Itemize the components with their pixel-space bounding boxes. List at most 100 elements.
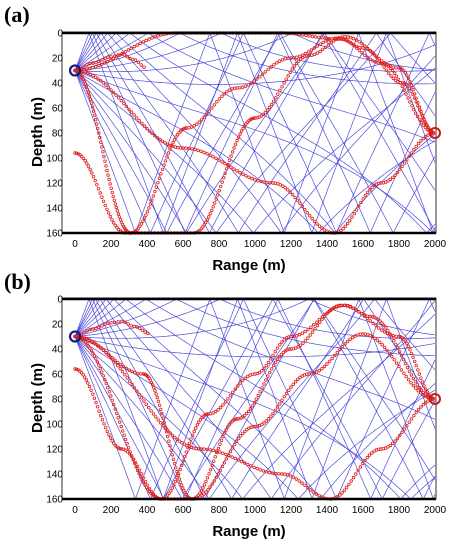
- eigenray-point: [383, 61, 387, 65]
- eigenray-point: [306, 50, 311, 54]
- eigenray-point: [396, 346, 400, 350]
- eigenray-point: [97, 325, 101, 330]
- y-tick-label: 20: [52, 54, 64, 65]
- eigenray-point: [81, 156, 86, 161]
- ray-path: [74, 298, 435, 357]
- eigenray-point: [414, 144, 418, 149]
- eigenray-point: [135, 468, 140, 473]
- eigenray-point: [386, 445, 390, 449]
- eigenray-point: [172, 461, 177, 466]
- eigenray-point: [103, 159, 107, 163]
- eigenray-point: [225, 90, 229, 94]
- eigenray-point: [196, 148, 200, 152]
- eigenray-point: [340, 35, 344, 39]
- eigenray-point: [414, 386, 418, 390]
- eigenray-point: [341, 226, 345, 231]
- eigenray-point: [119, 424, 123, 429]
- eigenray-point: [404, 92, 408, 96]
- eigenray-point: [310, 34, 315, 39]
- eigenray-point: [354, 472, 358, 476]
- eigenray-point: [351, 306, 355, 310]
- eigenray-point: [96, 77, 100, 81]
- eigenray-point: [221, 451, 225, 455]
- eigenray-point: [171, 457, 176, 461]
- eigenray-point: [292, 64, 297, 68]
- eigenray-point: [303, 339, 308, 343]
- eigenray-point: [116, 320, 120, 324]
- eigenray-point: [351, 36, 356, 41]
- eigenray-point: [81, 373, 85, 377]
- eigenray-point: [325, 311, 329, 316]
- ray-path: [74, 298, 436, 500]
- eigenray-point: [298, 54, 302, 58]
- eigenray-point: [386, 329, 390, 333]
- eigenray-point: [174, 135, 178, 139]
- eigenray-point: [102, 154, 106, 159]
- y-tick-label: 140: [46, 470, 63, 481]
- eigenray-point: [241, 431, 245, 436]
- eigenray-point: [411, 87, 415, 92]
- eigenray-point: [265, 180, 269, 185]
- eigenray-point: [412, 107, 416, 112]
- eigenray-point: [417, 385, 421, 390]
- eigenray-point: [360, 42, 364, 46]
- eigenray-point: [412, 96, 417, 100]
- eigenray-point: [270, 367, 274, 371]
- eigenray-point: [298, 375, 302, 380]
- eigenray-point: [147, 37, 151, 41]
- eigenray-point: [273, 408, 277, 412]
- eigenray-point: [139, 63, 143, 67]
- eigenray-point: [382, 323, 386, 327]
- eigenray-point: [103, 203, 107, 208]
- eigenray-point: [314, 492, 318, 496]
- eigenray-point: [103, 426, 108, 430]
- eigenray-point: [269, 102, 274, 107]
- eigenray-point: [159, 407, 163, 412]
- eigenray-point: [263, 110, 268, 115]
- eigenray-point: [407, 86, 412, 90]
- eigenray-point: [116, 96, 121, 100]
- eigenray-point: [142, 399, 146, 403]
- eigenray-point: [222, 92, 227, 96]
- eigenray-point: [358, 45, 362, 50]
- eigenray-point: [127, 107, 131, 111]
- eigenray-point: [409, 151, 414, 155]
- eigenray-point: [365, 316, 369, 321]
- eigenray-point: [154, 185, 159, 189]
- eigenray-point: [104, 381, 108, 386]
- eigenray-point: [91, 392, 95, 396]
- eigenray-point: [343, 35, 347, 39]
- eigenray-point: [353, 334, 357, 338]
- eigenray-point: [84, 84, 89, 89]
- x-tick-label: 200: [103, 505, 120, 516]
- eigenray-point: [157, 403, 162, 407]
- eigenray-point: [94, 60, 98, 65]
- ray-path: [74, 336, 436, 500]
- ray-path: [74, 32, 436, 85]
- eigenray-point: [283, 186, 287, 190]
- eigenray-point: [152, 385, 156, 390]
- eigenray-point: [398, 433, 402, 438]
- eigenray-point: [300, 481, 304, 485]
- eigenray-point: [116, 212, 121, 216]
- eigenray-point: [286, 473, 290, 477]
- eigenray-point: [421, 136, 425, 141]
- eigenray-point: [132, 324, 137, 329]
- eigenray: [73, 334, 435, 501]
- eigenray-point: [211, 205, 215, 209]
- eigenray-point: [212, 479, 216, 483]
- eigenray-point: [207, 109, 211, 113]
- eigenray-point: [73, 367, 77, 371]
- eigenray-point: [417, 118, 422, 122]
- x-tick-labels: 0 200 400 600 800 1000 1200 1400 1600 1800 2000: [72, 505, 446, 516]
- eigenray-point: [305, 54, 309, 58]
- eigenray-point: [306, 327, 310, 332]
- eigenray-point: [416, 141, 421, 146]
- eigenray-point: [348, 305, 352, 309]
- eigenray-point: [419, 388, 423, 392]
- eigenray-point: [368, 49, 373, 53]
- eigenray-point: [423, 400, 428, 405]
- eigenray-point: [405, 424, 409, 428]
- eigenray-point: [286, 73, 290, 78]
- eigenray-point: [140, 121, 144, 126]
